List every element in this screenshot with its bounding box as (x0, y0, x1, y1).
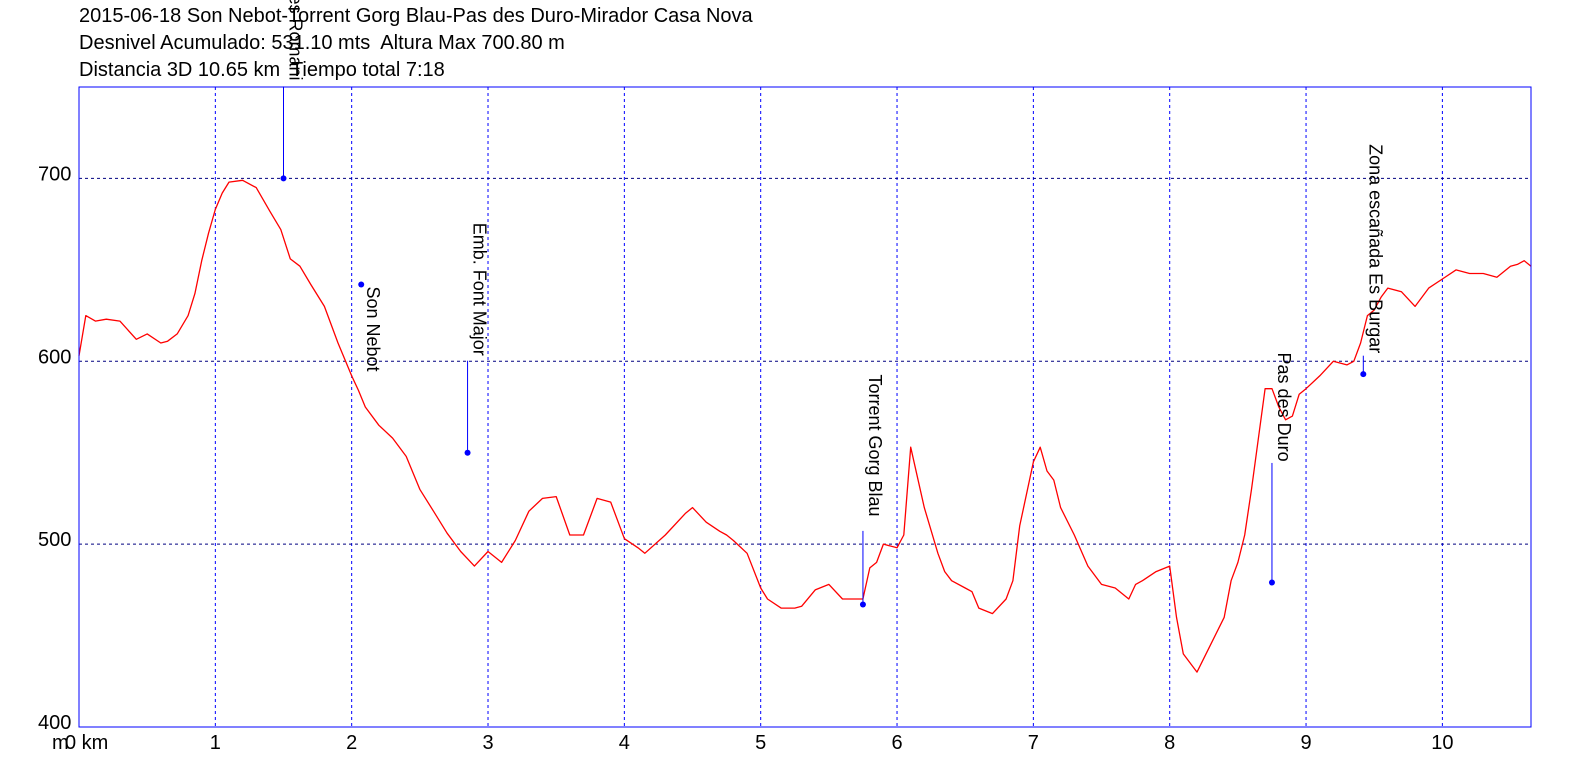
waypoint-label: Emb. Font Major (470, 223, 490, 356)
y-tick-label: 500 (38, 529, 71, 551)
y-unit-label: m (52, 732, 69, 754)
waypoint-label: Pas des Duro (1274, 353, 1294, 462)
chart-title: 2015-06-18 Son Nebot-Torrent Gorg Blau-P… (79, 5, 753, 27)
x-tick-label: 5 (755, 732, 766, 754)
elevation-summary: Desnivel Acumulado: 531.10 mts Altura Ma… (79, 32, 565, 54)
waypoint: Coll des Romani (280, 0, 306, 182)
x-tick-label: 6 (891, 732, 902, 754)
profile-layer (78, 179, 1532, 673)
y-axis-ticks: 400 500 600 700 (38, 163, 71, 734)
waypoint-label: Torrent Gorg Blau (865, 374, 885, 516)
x-tick-label: 2 (346, 732, 357, 754)
waypoint-marker (464, 449, 471, 456)
plot-frame (78, 86, 1532, 728)
waypoint: Son Nebot (358, 281, 383, 372)
waypoint-marker (1360, 371, 1367, 378)
waypoint: Pas des Duro (1268, 353, 1294, 586)
x-tick-label: 4 (619, 732, 630, 754)
waypoint-marker (859, 601, 866, 608)
x-tick-label: 0 km (65, 732, 108, 754)
waypoint-label: Zona escañada Es Burgar (1365, 144, 1385, 353)
y-tick-label: 700 (38, 163, 71, 185)
waypoint-marker (1268, 579, 1275, 586)
distance-time-summary: Distancia 3D 10.65 km Tiempo total 7:18 (79, 59, 445, 81)
y-tick-label: 400 (38, 712, 71, 734)
waypoint: Zona escañada Es Burgar (1360, 144, 1385, 378)
waypoints-layer: Coll des Romani Son Nebot Emb. Font Major T… (280, 0, 1385, 608)
waypoint: Emb. Font Major (464, 223, 490, 456)
waypoint: Torrent Gorg Blau (859, 374, 885, 608)
grid (79, 87, 1531, 727)
x-tick-label: 7 (1028, 732, 1039, 754)
x-tick-label: 10 (1431, 732, 1453, 754)
waypoint-label: Son Nebot (363, 286, 383, 371)
x-tick-label: 8 (1164, 732, 1175, 754)
x-tick-label: 3 (482, 732, 493, 754)
x-axis-ticks: 0 km 1 2 3 4 5 6 7 8 9 10 m (52, 732, 1454, 754)
waypoint-label: Coll des Romani (286, 0, 306, 80)
x-tick-label: 1 (210, 732, 221, 754)
x-tick-label: 9 (1300, 732, 1311, 754)
waypoint-marker (358, 281, 365, 288)
elevation-profile-line (78, 179, 1532, 673)
waypoint-marker (280, 175, 287, 182)
y-tick-label: 600 (38, 346, 71, 368)
